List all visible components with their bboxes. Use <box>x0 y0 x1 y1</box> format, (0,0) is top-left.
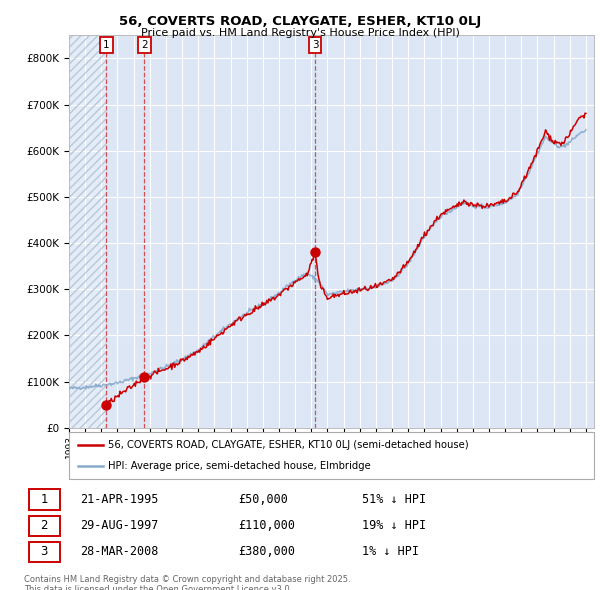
FancyBboxPatch shape <box>29 542 59 562</box>
Text: Contains HM Land Registry data © Crown copyright and database right 2025.
This d: Contains HM Land Registry data © Crown c… <box>24 575 350 590</box>
Text: HPI: Average price, semi-detached house, Elmbridge: HPI: Average price, semi-detached house,… <box>109 461 371 471</box>
Text: £50,000: £50,000 <box>238 493 288 506</box>
Text: 1: 1 <box>40 493 48 506</box>
Text: 2: 2 <box>141 40 148 50</box>
Text: 19% ↓ HPI: 19% ↓ HPI <box>362 519 427 532</box>
Text: 1% ↓ HPI: 1% ↓ HPI <box>362 545 419 558</box>
Text: 28-MAR-2008: 28-MAR-2008 <box>80 545 159 558</box>
Text: 2: 2 <box>40 519 48 532</box>
Text: 56, COVERTS ROAD, CLAYGATE, ESHER, KT10 0LJ (semi-detached house): 56, COVERTS ROAD, CLAYGATE, ESHER, KT10 … <box>109 440 469 450</box>
FancyBboxPatch shape <box>29 516 59 536</box>
Text: 3: 3 <box>40 545 48 558</box>
Text: £380,000: £380,000 <box>238 545 295 558</box>
Text: 56, COVERTS ROAD, CLAYGATE, ESHER, KT10 0LJ: 56, COVERTS ROAD, CLAYGATE, ESHER, KT10 … <box>119 15 481 28</box>
Text: 29-AUG-1997: 29-AUG-1997 <box>80 519 159 532</box>
Text: Price paid vs. HM Land Registry's House Price Index (HPI): Price paid vs. HM Land Registry's House … <box>140 28 460 38</box>
FancyBboxPatch shape <box>29 490 59 510</box>
Text: £110,000: £110,000 <box>238 519 295 532</box>
FancyBboxPatch shape <box>69 432 594 479</box>
Text: 51% ↓ HPI: 51% ↓ HPI <box>362 493 427 506</box>
Text: 21-APR-1995: 21-APR-1995 <box>80 493 159 506</box>
Text: 1: 1 <box>103 40 110 50</box>
Text: 3: 3 <box>312 40 319 50</box>
